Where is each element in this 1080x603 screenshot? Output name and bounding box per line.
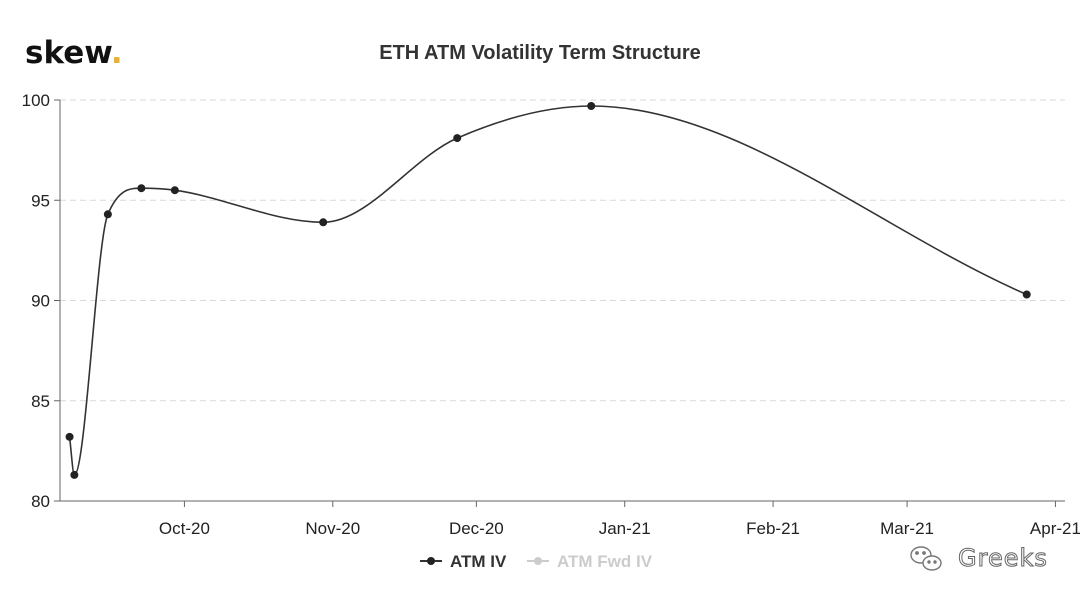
legend-label: ATM IV [450,552,507,571]
data-point[interactable] [65,432,74,441]
data-point[interactable] [70,470,79,479]
series-line-atm-iv [68,105,1028,476]
data-point[interactable] [453,134,462,143]
x-tick-label: Jan-21 [599,519,651,538]
legend-marker [427,557,435,565]
watermark-text: Greeks [958,544,1048,572]
data-point[interactable] [1022,290,1031,299]
data-point[interactable] [103,210,112,219]
grid-lines [60,99,1065,402]
watermark: Greeks [910,544,1048,573]
y-tick-label: 90 [31,292,50,311]
legend-item[interactable]: ATM IV [420,552,507,571]
y-axis-ticks: 80 85 90 95 100 [22,91,60,511]
x-tick-label: Oct-20 [159,519,210,538]
legend: ATM IV ATM Fwd IV [420,552,653,571]
x-axis-ticks: Oct-20 Nov-20 Dec-20 Jan-21 Feb-21 Mar-21 Apr-… [159,501,1080,538]
y-tick-label: 80 [31,492,50,511]
data-point[interactable] [137,184,146,193]
y-tick-label: 85 [31,392,50,411]
chart-title: ETH ATM Volatility Term Structure [379,42,701,64]
x-tick-label: Feb-21 [746,519,800,538]
series-layer [65,102,1031,479]
legend-item[interactable]: ATM Fwd IV [527,552,653,571]
x-tick-label: Mar-21 [880,519,934,538]
y-tick-label: 95 [31,191,50,210]
skew-logo: skew. [25,35,123,71]
y-tick-label: 100 [22,91,50,110]
logo-text: skew [25,35,112,71]
legend-marker [534,557,542,565]
x-tick-label: Apr-21 [1030,519,1080,538]
legend-label: ATM Fwd IV [557,552,653,571]
data-point[interactable] [319,218,328,227]
x-tick-label: Dec-20 [449,519,504,538]
data-point[interactable] [587,102,596,111]
x-tick-label: Nov-20 [305,519,360,538]
wechat-icon [910,546,942,571]
logo-dot: . [111,35,123,71]
svg-text:skew.: skew. [25,35,123,71]
data-point[interactable] [170,186,179,195]
